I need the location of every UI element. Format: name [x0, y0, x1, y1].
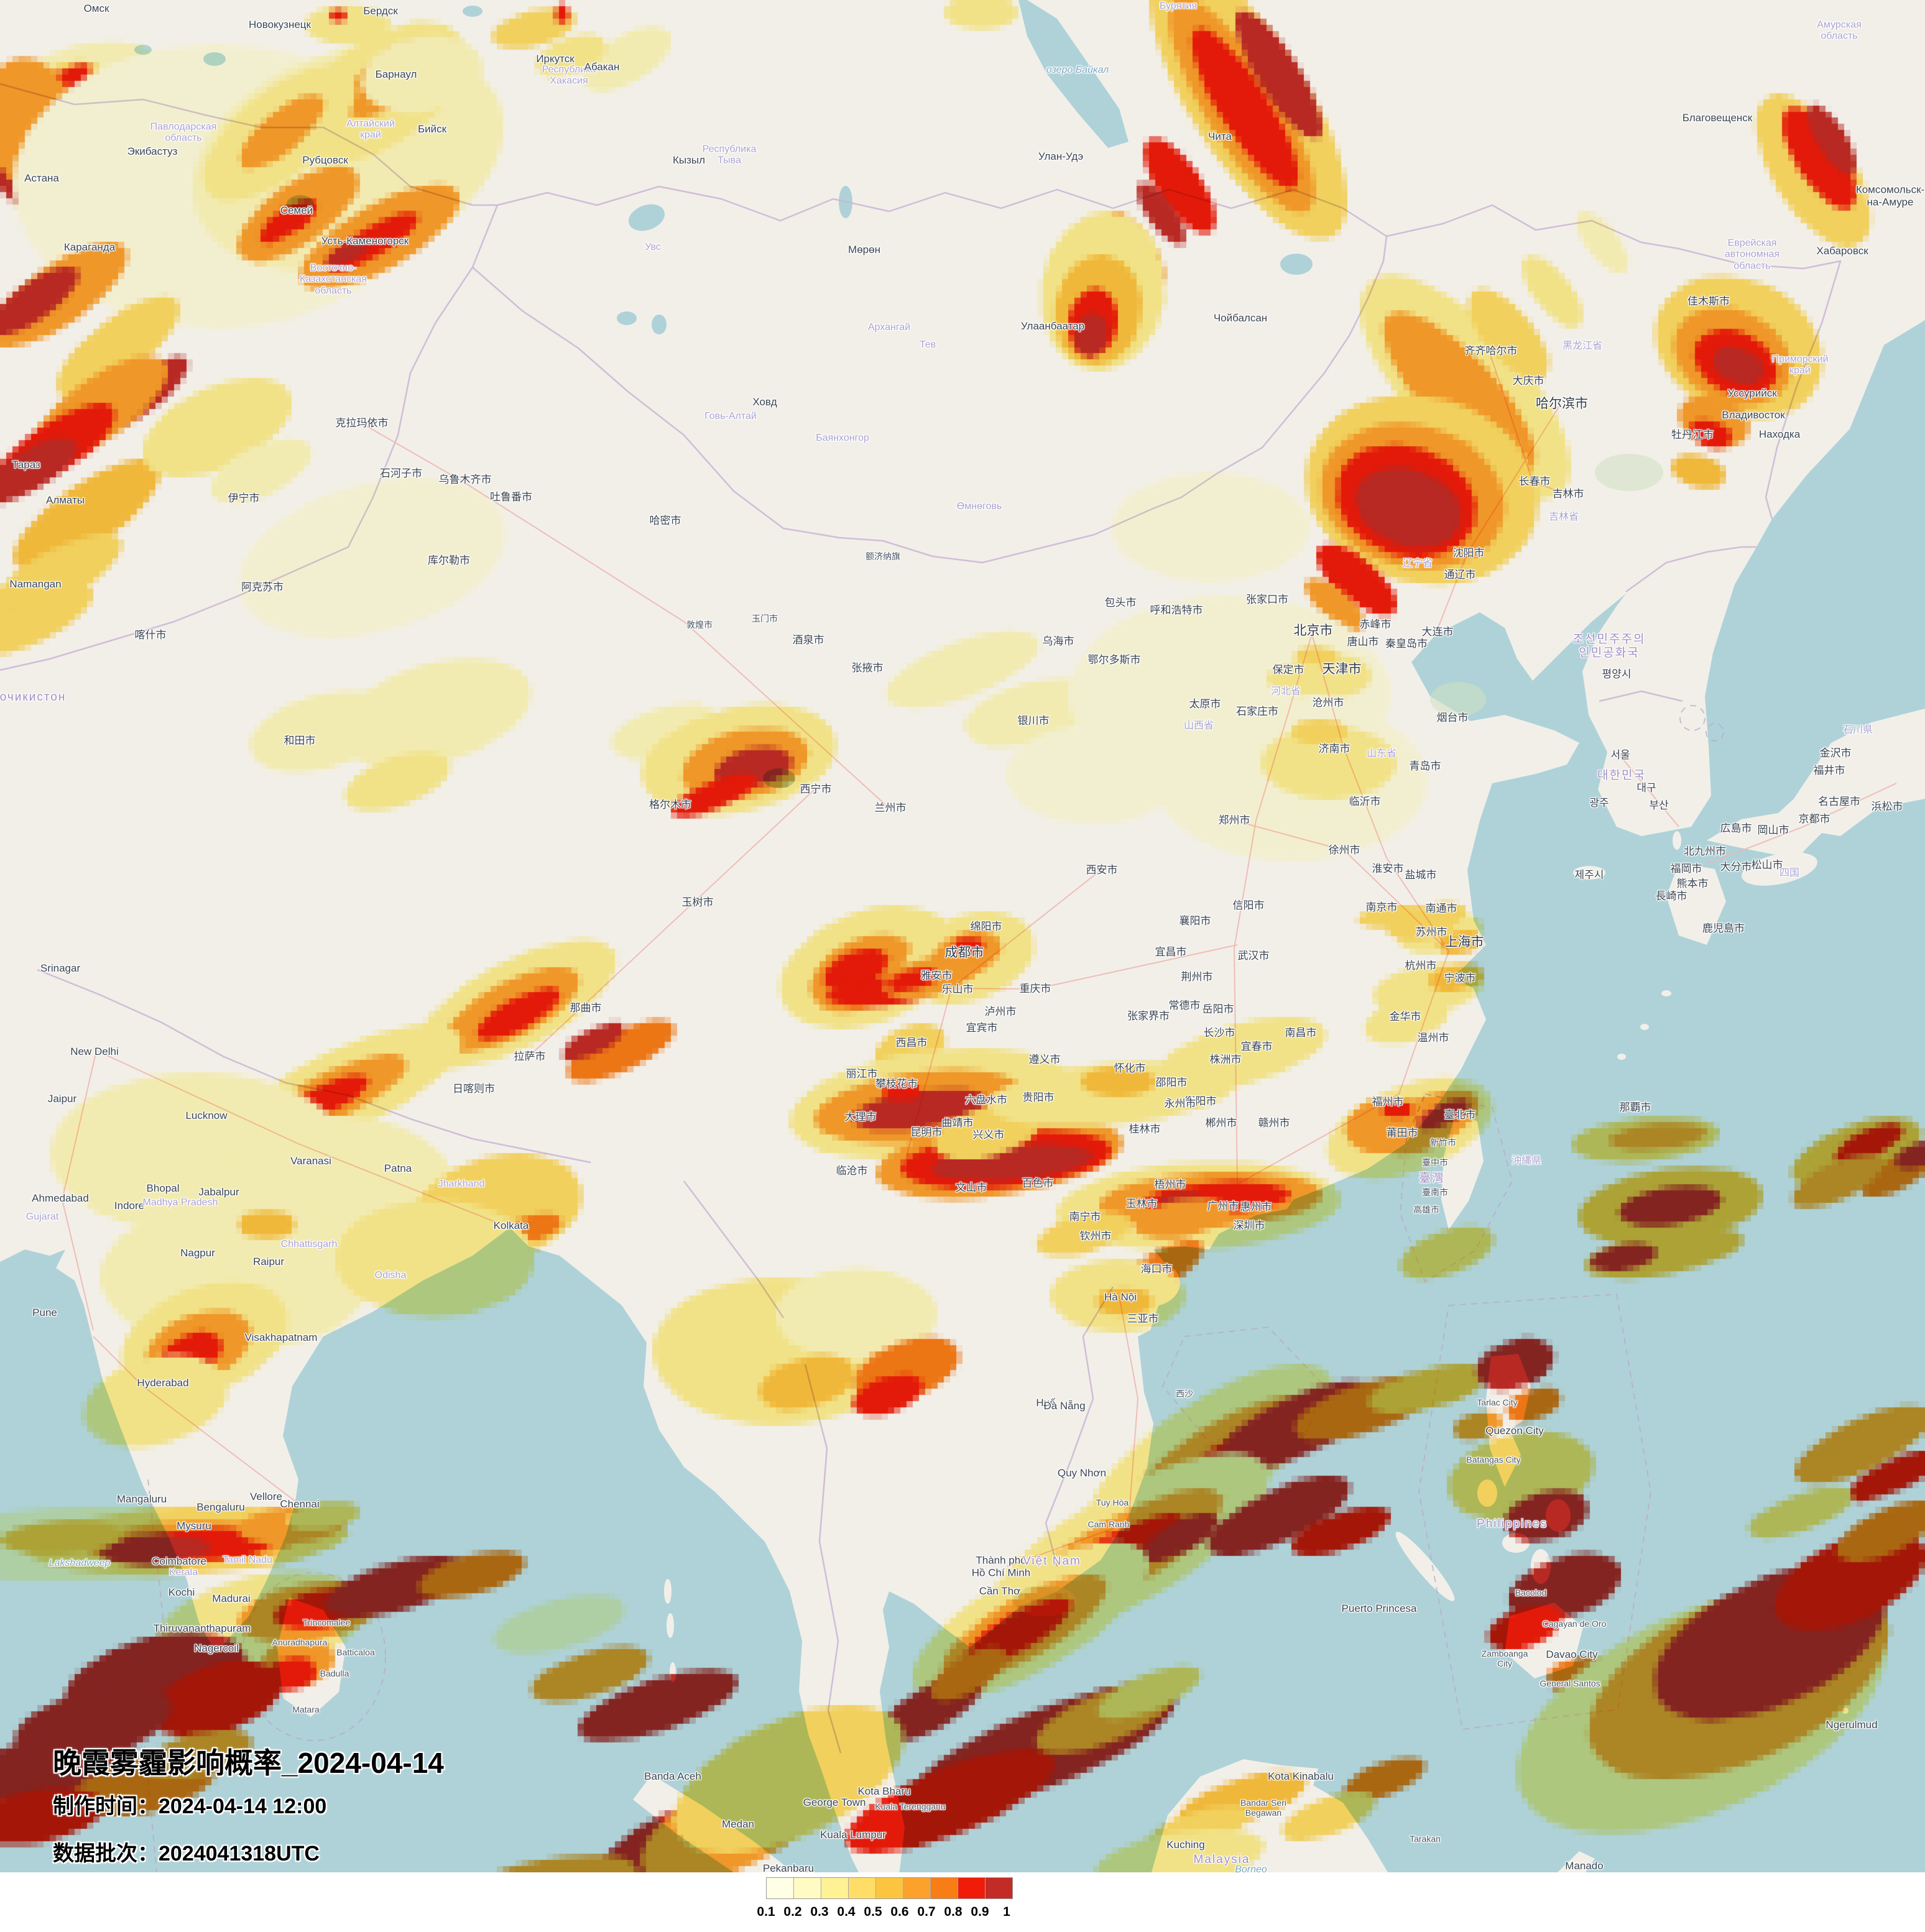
legend-tick: 0.2: [783, 1905, 802, 1919]
island-palau: [1842, 1708, 1849, 1714]
legend-swatch: [985, 1878, 1012, 1898]
road: [528, 789, 815, 1057]
wetland-patch: [1430, 682, 1486, 717]
lake: [134, 45, 152, 55]
road: [360, 422, 890, 809]
legend-swatch: [821, 1878, 848, 1898]
road: [1234, 820, 1449, 952]
legend-tick: 0.6: [890, 1905, 909, 1919]
island-andaman: [667, 1613, 674, 1638]
legend-swatch: [848, 1878, 875, 1898]
legend-swatch: [875, 1878, 903, 1898]
border-myanmar-thailand: [804, 1364, 842, 1754]
border-russia-mongolia: [497, 185, 1387, 237]
lake: [617, 311, 637, 325]
border-mongolia-china: [472, 236, 1388, 564]
border-russia-kazakhstan: [0, 83, 497, 206]
lake-hulun: [1280, 254, 1313, 275]
road: [951, 944, 1238, 990]
legend-tick: 0.4: [837, 1905, 856, 1919]
border-china-myanmar: [683, 1180, 785, 1318]
road: [96, 1050, 510, 1228]
road: [1007, 1295, 1138, 1567]
border-india-north: [37, 968, 591, 1164]
island-ryukyu: [1661, 990, 1671, 996]
island-samar: [1546, 1499, 1571, 1532]
basemap-geography: [0, 0, 1925, 1872]
island-nicobar: [670, 1662, 676, 1682]
border-central-asia: [0, 205, 499, 671]
island-ryukyu: [1640, 1024, 1649, 1030]
border-vietnam-laos-cambodia: [1045, 1286, 1114, 1567]
road: [901, 870, 1101, 1175]
island-negros: [1531, 1549, 1551, 1584]
lake-baikal: [1018, 0, 1129, 148]
wetland-patch: [1013, 1585, 1076, 1616]
lake-qinghai: [763, 768, 795, 788]
legend-tick: 1: [1003, 1905, 1010, 1919]
wetland-patch: [1595, 454, 1663, 491]
island-mindoro: [1477, 1479, 1497, 1507]
lake: [203, 52, 226, 66]
legend-tick: 0.1: [757, 1905, 775, 1919]
map-canvas-area[interactable]: Омск Бердск Новокузнецк Барнаул Бийск Рубцовс…: [0, 0, 1925, 1872]
legend-tick: 0.7: [917, 1905, 936, 1919]
road: [1234, 633, 1313, 1185]
border-korea-dmz: [1599, 690, 1683, 702]
road: [1436, 403, 1561, 633]
island-tsushima: [1673, 831, 1681, 850]
island-andaman: [664, 1579, 672, 1604]
legend-bar: 0.1 0.2 0.3 0.4 0.5 0.6 0.7 0.8 0.9 1: [0, 1872, 1925, 1932]
island-ryukyu: [1617, 1054, 1626, 1060]
road: [1619, 755, 1679, 827]
island-panay: [1502, 1533, 1530, 1553]
lake-uvs: [628, 204, 665, 231]
legend-tick: 0.5: [864, 1905, 882, 1919]
legend-swatch: [958, 1878, 985, 1898]
legend-swatch: [930, 1878, 958, 1898]
island-hainan: [1118, 1259, 1180, 1307]
island-jeju: [1573, 866, 1605, 880]
road: [1489, 351, 1567, 495]
eez-ring: [1679, 705, 1706, 731]
legend-tick: 0.9: [971, 1905, 989, 1919]
legend-swatch: [793, 1878, 821, 1898]
legend-tick: 0.3: [810, 1905, 829, 1919]
legend-color-scale: [766, 1877, 1013, 1899]
legend-tick: 0.8: [944, 1905, 962, 1919]
legend-swatch: [767, 1878, 793, 1898]
lake: [463, 6, 482, 17]
legend-swatch: [903, 1878, 930, 1898]
lake: [652, 315, 667, 334]
lake: [287, 195, 314, 213]
